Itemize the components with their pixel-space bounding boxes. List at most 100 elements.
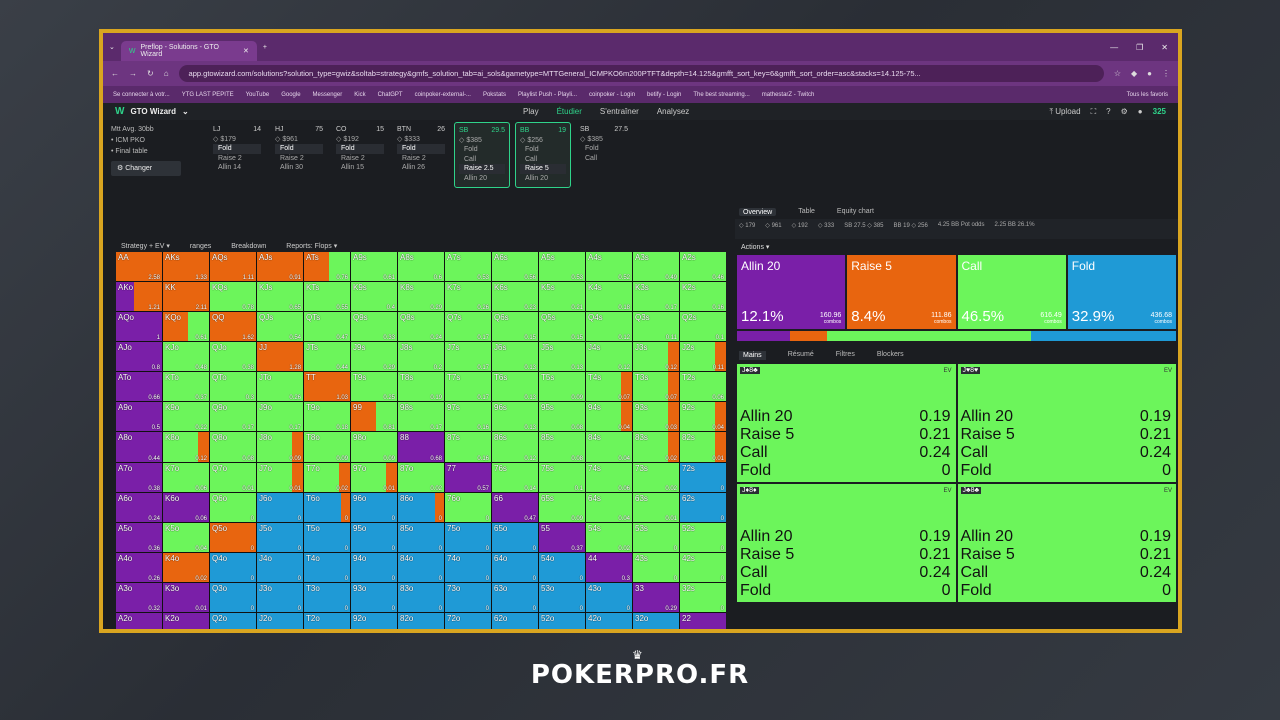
matrix-cell[interactable]: Q2o0 xyxy=(210,612,256,629)
matrix-cell[interactable]: Q5s 0.15 xyxy=(539,312,585,342)
position-action[interactable]: Allin 20 xyxy=(525,174,548,182)
toolbar-item[interactable]: ranges xyxy=(189,242,212,250)
matrix-cell[interactable]: AA 2.58 xyxy=(116,252,162,282)
matrix-cell[interactable]: 83s 0.02 xyxy=(633,432,679,462)
position-action[interactable]: Call xyxy=(585,154,598,162)
matrix-cell[interactable]: 96o 0 xyxy=(351,492,397,522)
bookmark-item[interactable]: ChatGPT xyxy=(377,91,403,98)
position-action[interactable]: Raise 2 xyxy=(402,154,426,162)
position-card-bb[interactable]: BB 19 ◇ $256 Fold Call Raise 5 Allin 20 xyxy=(515,122,571,188)
nav-analysez[interactable]: Analysez xyxy=(656,107,690,116)
action-card-raise-5[interactable]: Raise 5 8.4% 111.86 combos xyxy=(847,255,956,329)
position-card-co[interactable]: CO 15 ◇ $192 Fold Raise 2 Allin 15 xyxy=(332,122,388,188)
position-action[interactable]: Fold xyxy=(585,145,599,152)
matrix-cell[interactable]: A8s 0.6 xyxy=(398,252,444,282)
matrix-cell[interactable]: KJs 0.65 xyxy=(257,282,303,312)
matrix-cell[interactable]: 53o 0 xyxy=(539,582,585,612)
position-card-sb[interactable]: SB 29.5 ◇ $385 Fold Call Raise 2.5 Allin 20 xyxy=(454,122,510,188)
matrix-cell[interactable]: J8s 0.2 xyxy=(398,342,444,372)
tab-equity-chart[interactable]: Equity chart xyxy=(836,208,874,215)
matrix-cell[interactable]: 92s 0.04 xyxy=(680,402,726,432)
matrix-cell[interactable]: J7o 0.01 xyxy=(257,462,303,492)
nav-tudier[interactable]: Étudier xyxy=(556,107,582,116)
matrix-cell[interactable]: 87s 0.16 xyxy=(445,432,491,462)
position-action[interactable]: Fold xyxy=(336,144,384,154)
position-action[interactable]: Allin 20 xyxy=(464,174,487,182)
matrix-cell[interactable]: A5o 0.36 xyxy=(116,522,162,552)
matrix-cell[interactable]: AJs 0.91 xyxy=(257,252,303,282)
matrix-cell[interactable]: Q3o 0 xyxy=(210,582,256,612)
matrix-cell[interactable]: J3s 0.12 xyxy=(633,342,679,372)
matrix-cell[interactable]: A3o 0.32 xyxy=(116,582,162,612)
matrix-cell[interactable]: JTo 0.26 xyxy=(257,372,303,402)
matrix-cell[interactable]: 42s 0 xyxy=(680,552,726,582)
changer-button[interactable]: ⚙ Changer xyxy=(111,161,181,176)
home-icon[interactable]: ⌂ xyxy=(163,69,169,78)
matrix-cell[interactable]: 52o0 xyxy=(539,612,585,629)
matrix-cell[interactable]: 86o 0 xyxy=(398,492,444,522)
matrix-cell[interactable]: A6s 0.56 xyxy=(492,252,538,282)
bookmark-item[interactable]: Pokstats xyxy=(482,91,506,98)
matrix-cell[interactable]: 42o0 xyxy=(586,612,632,629)
matrix-cell[interactable]: KTs 0.55 xyxy=(304,282,350,312)
app-name[interactable]: GTO Wizard xyxy=(130,107,177,116)
matrix-cell[interactable]: QJo 0.38 xyxy=(210,342,256,372)
nav-sentraner[interactable]: S'entraîner xyxy=(599,107,639,116)
matrix-cell[interactable]: T2s 0.06 xyxy=(680,372,726,402)
matrix-cell[interactable]: 88 0.68 xyxy=(398,432,444,462)
tab-mains[interactable]: Mains xyxy=(739,351,766,360)
matrix-cell[interactable]: 95s 0.08 xyxy=(539,402,585,432)
position-card-lj[interactable]: LJ 14 ◇ $179 Fold Raise 2 Allin 14 xyxy=(209,122,265,188)
matrix-cell[interactable]: K6s 0.23 xyxy=(492,282,538,312)
matrix-cell[interactable]: K4o 0.02 xyxy=(163,552,209,582)
matrix-cell[interactable]: 87o 0.02 xyxy=(398,462,444,492)
matrix-cell[interactable]: Q7s 0.17 xyxy=(445,312,491,342)
tab-overview[interactable]: Overview xyxy=(739,208,777,216)
forward-icon[interactable]: → xyxy=(129,69,137,78)
bookmark-item[interactable]: The best streaming... xyxy=(693,91,750,98)
matrix-cell[interactable]: K6o 0.06 xyxy=(163,492,209,522)
matrix-cell[interactable]: 72s 0 xyxy=(680,462,726,492)
matrix-cell[interactable]: J4s 0.12 xyxy=(586,342,632,372)
matrix-cell[interactable]: 98s 0.17 xyxy=(398,402,444,432)
bookmark-item[interactable]: Se connecter à votr... xyxy=(113,91,170,98)
bookmark-item[interactable]: betify - Login xyxy=(647,91,682,98)
browser-tab[interactable]: W Preflop - Solutions - GTO Wizard ✕ xyxy=(120,41,257,61)
matrix-cell[interactable]: J2s 0.11 xyxy=(680,342,726,372)
matrix-cell[interactable]: K7s 0.26 xyxy=(445,282,491,312)
matrix-cell[interactable]: 66 0.47 xyxy=(492,492,538,522)
position-action[interactable]: Call xyxy=(525,155,538,163)
matrix-cell[interactable]: 74o 0 xyxy=(445,552,491,582)
score-badge[interactable]: 325 xyxy=(1152,107,1166,116)
matrix-cell[interactable]: 65o 0 xyxy=(492,522,538,552)
bookmark-item[interactable]: coinpoker-external-... xyxy=(414,91,471,98)
matrix-cell[interactable]: 32o0 xyxy=(633,612,679,629)
matrix-cell[interactable]: T5s 0.09 xyxy=(539,372,585,402)
matrix-cell[interactable]: T7o 0.02 xyxy=(304,462,350,492)
matrix-cell[interactable]: JTs 0.44 xyxy=(304,342,350,372)
matrix-cell[interactable]: K2s 0.16 xyxy=(680,282,726,312)
matrix-cell[interactable]: J6o 0 xyxy=(257,492,303,522)
matrix-cell[interactable]: 54o 0 xyxy=(539,552,585,582)
matrix-cell[interactable]: 43o 0 xyxy=(586,582,632,612)
matrix-cell[interactable]: 73s 0.02 xyxy=(633,462,679,492)
matrix-cell[interactable]: A9s 0.61 xyxy=(351,252,397,282)
toolbar-item[interactable]: Strategy + EV ▾ xyxy=(121,243,170,250)
matrix-cell[interactable]: 43s 0 xyxy=(633,552,679,582)
bookmark-item[interactable]: YTG LAST PEPITE xyxy=(181,91,234,98)
position-action[interactable]: Raise 5 xyxy=(520,164,566,174)
hand-combo-card[interactable]: J♠8♣ EV Allin 20 0.19 Raise 5 0.21 Call 0.24 Fol… xyxy=(737,364,956,482)
matrix-cell[interactable]: Q6o 0 xyxy=(210,492,256,522)
matrix-cell[interactable]: ATs 0.76 xyxy=(304,252,350,282)
tab-rsum[interactable]: Résumé xyxy=(787,351,814,358)
matrix-cell[interactable]: 97o 0.01 xyxy=(351,462,397,492)
position-action[interactable]: Fold xyxy=(275,144,323,154)
position-card-sb[interactable]: SB 27.5 ◇ $385 Fold Call xyxy=(576,122,632,188)
matrix-cell[interactable]: 55 0.37 xyxy=(539,522,585,552)
matrix-cell[interactable]: 62s 0 xyxy=(680,492,726,522)
matrix-cell[interactable]: J4o 0 xyxy=(257,552,303,582)
matrix-cell[interactable]: A2s 0.46 xyxy=(680,252,726,282)
matrix-cell[interactable]: J2o0 xyxy=(257,612,303,629)
matrix-cell[interactable]: Q4s 0.12 xyxy=(586,312,632,342)
matrix-cell[interactable]: KTo 0.37 xyxy=(163,372,209,402)
